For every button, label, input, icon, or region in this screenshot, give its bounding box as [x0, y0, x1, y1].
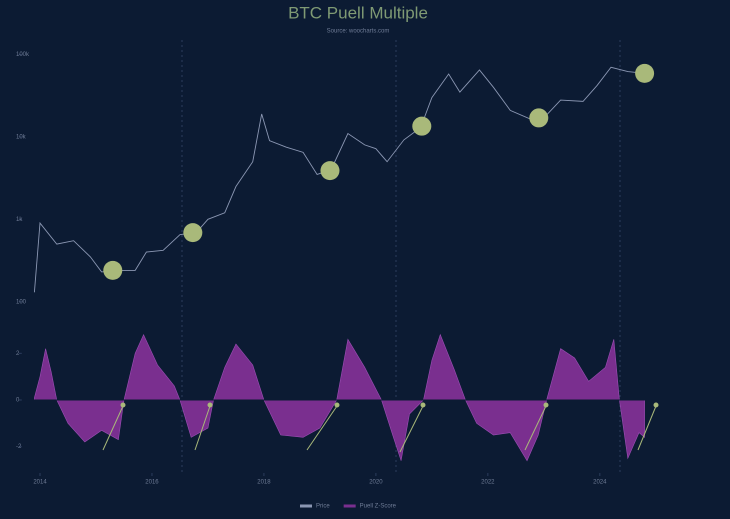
y-tick-label: 2	[16, 351, 20, 357]
y-tick-label: -2	[16, 444, 22, 450]
marker	[320, 161, 340, 181]
arrows	[102, 402, 659, 453]
x-tick-label: 2020	[369, 480, 383, 486]
y-tick-label: 100	[16, 299, 27, 305]
y-tick-label: 0	[16, 398, 20, 404]
legend-label: Price	[316, 504, 330, 510]
chart-subtitle: Source: woocharts.com	[327, 29, 390, 35]
y-tick-label: 1k	[16, 217, 23, 223]
legend-label: Puell Z-Score	[360, 504, 397, 510]
marker	[529, 108, 549, 128]
y-tick-label: 100k	[16, 52, 30, 58]
zscore-area	[34, 333, 645, 462]
marker	[183, 223, 203, 243]
x-tick-label: 2014	[33, 480, 47, 486]
x-tick-label: 2016	[145, 480, 159, 486]
x-tick-label: 2022	[481, 480, 495, 486]
marker	[635, 63, 655, 83]
x-tick-label: 2024	[593, 480, 607, 486]
x-tick-label: 2018	[257, 480, 271, 486]
chart-title: BTC Puell Multiple	[288, 3, 428, 22]
marker	[103, 260, 123, 280]
y-tick-label: 10k	[16, 134, 27, 140]
marker	[412, 116, 432, 136]
